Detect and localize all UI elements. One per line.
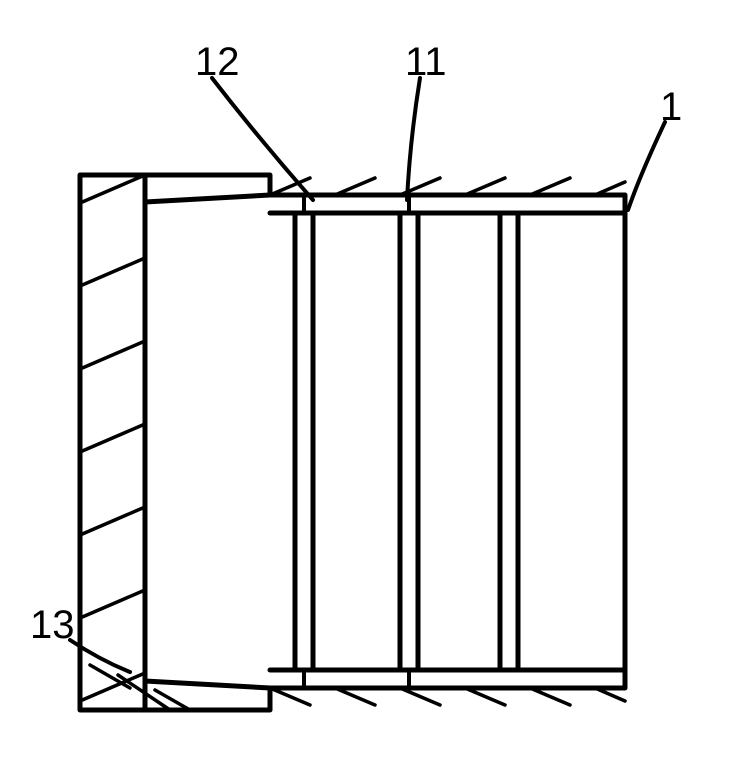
figure-canvas: 1 11 12 13	[0, 0, 743, 779]
label-1: 1	[660, 85, 682, 130]
label-12: 12	[195, 40, 240, 85]
label-13: 13	[30, 603, 75, 648]
label-11: 11	[405, 40, 447, 85]
drawing-svg	[0, 0, 743, 779]
